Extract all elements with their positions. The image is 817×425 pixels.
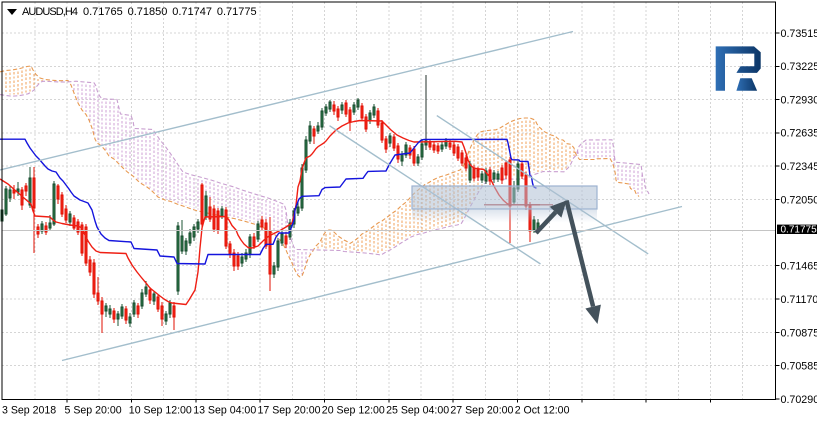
svg-text:0.72050: 0.72050 [781,194,817,206]
svg-text:0.73515: 0.73515 [781,28,817,40]
svg-text:10 Sep 12:00: 10 Sep 12:00 [129,405,192,417]
svg-text:AUDUSD,H4: AUDUSD,H4 [22,6,78,18]
svg-text:27 Sep 20:00: 27 Sep 20:00 [450,405,513,417]
svg-text:0.70585: 0.70585 [781,360,817,372]
svg-text:0.72345: 0.72345 [781,161,817,173]
svg-text:0.72930: 0.72930 [781,94,817,106]
svg-text:13 Sep 04:00: 13 Sep 04:00 [193,405,256,417]
svg-text:0.70875: 0.70875 [781,327,817,339]
svg-text:0.73225: 0.73225 [781,61,817,73]
svg-text:0.71775: 0.71775 [781,225,817,236]
svg-text:5 Sep 20:00: 5 Sep 20:00 [65,405,122,417]
svg-text:0.72635: 0.72635 [781,128,817,140]
svg-text:2 Oct 12:00: 2 Oct 12:00 [515,405,570,417]
svg-text:0.71170: 0.71170 [781,294,817,306]
svg-text:25 Sep 04:00: 25 Sep 04:00 [386,405,449,417]
svg-text:0.71465: 0.71465 [781,260,817,272]
svg-text:3 Sep 2018: 3 Sep 2018 [2,405,56,417]
svg-text:0.70290: 0.70290 [781,394,817,406]
svg-text:20 Sep 12:00: 20 Sep 12:00 [322,405,385,417]
svg-text:17 Sep 20:00: 17 Sep 20:00 [258,405,321,417]
svg-text:0.71765 0.71850 0.71747 0.7177: 0.71765 0.71850 0.71747 0.71775 [83,6,257,18]
